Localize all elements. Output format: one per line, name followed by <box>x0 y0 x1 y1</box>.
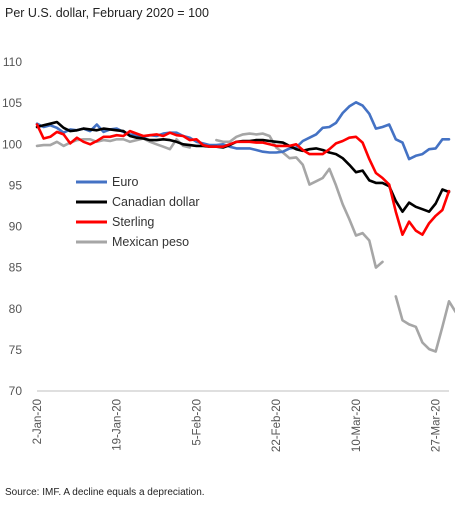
series-line-mexican-peso <box>35 137 192 151</box>
y-tick-label: 95 <box>9 178 23 192</box>
y-tick-label: 75 <box>9 343 23 357</box>
legend-label: Euro <box>112 175 138 189</box>
x-tick-label: 5-Feb-20 <box>191 399 203 446</box>
series-line-euro <box>35 101 451 161</box>
x-tick-label: 10-Mar-20 <box>351 399 363 452</box>
x-tick-label: 19-Jan-20 <box>112 399 124 451</box>
y-tick-label: 100 <box>2 137 22 151</box>
y-tick-label: 110 <box>3 55 22 69</box>
y-tick-label: 105 <box>2 96 22 110</box>
x-tick-label: 22-Feb-20 <box>271 399 283 452</box>
y-tick-label: 85 <box>9 261 23 275</box>
x-tick-label: 27-Mar-20 <box>431 399 443 452</box>
legend-label: Mexican peso <box>112 235 189 249</box>
y-tick-label: 70 <box>9 384 23 398</box>
y-tick-label: 90 <box>9 220 23 234</box>
series-lines <box>35 101 455 353</box>
series-line-mexican-peso <box>394 295 455 353</box>
chart-source: Source: IMF. A decline equals a deprecia… <box>5 487 205 498</box>
legend: Euro Canadian dollar Sterling Mexican peso <box>76 175 200 249</box>
legend-label: Canadian dollar <box>112 195 200 209</box>
legend-label: Sterling <box>112 215 154 229</box>
series-line-sterling <box>35 123 451 236</box>
x-tick-label: 2-Jan-20 <box>32 399 44 444</box>
axes: 70 75 80 85 90 95 100 105 110 2-Jan-20 19-Jan-20 5-… <box>2 55 449 452</box>
series-line-mexican-peso <box>215 132 384 269</box>
chart-subtitle: Per U.S. dollar, February 2020 = 100 <box>5 6 209 20</box>
y-tick-label: 80 <box>9 302 23 316</box>
